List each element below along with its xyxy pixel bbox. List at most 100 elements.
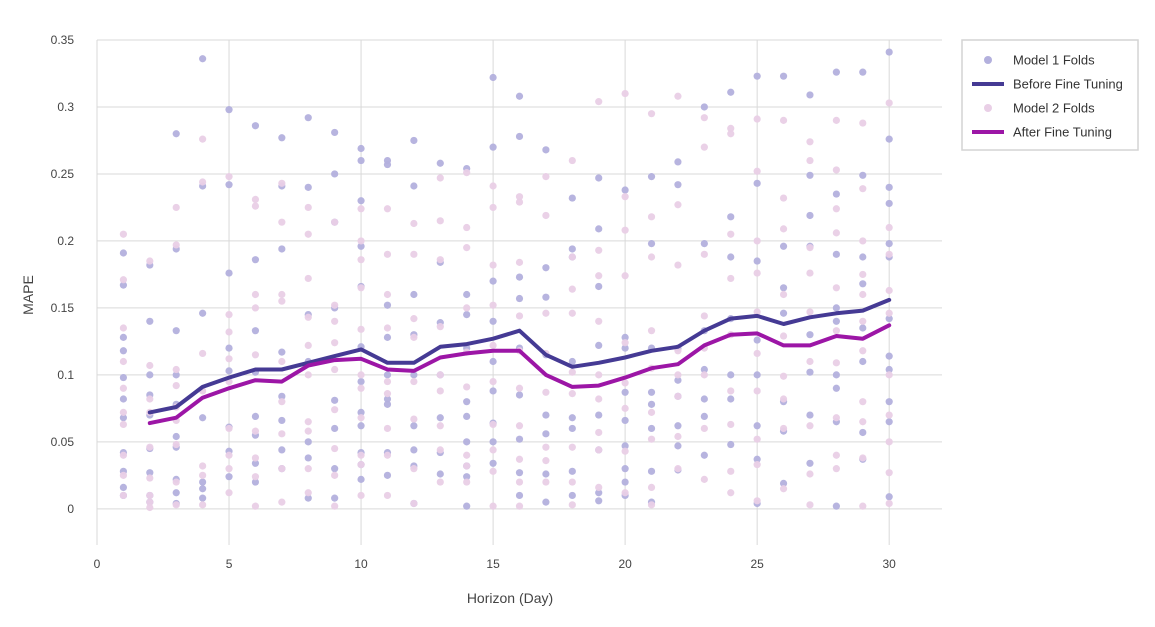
point-model-2-folds bbox=[568, 309, 576, 317]
point-model-1-folds bbox=[832, 190, 840, 198]
legend[interactable]: Model 1 Folds Before Fine Tuning Model 2 F… bbox=[961, 39, 1139, 151]
point-model-2-folds bbox=[806, 269, 814, 277]
point-model-1-folds bbox=[199, 494, 207, 502]
point-model-2-folds bbox=[515, 198, 524, 206]
point-model-2-folds bbox=[885, 250, 893, 258]
point-model-2-folds bbox=[278, 179, 286, 187]
point-model-2-folds bbox=[410, 499, 418, 508]
point-model-1-folds bbox=[515, 435, 524, 443]
point-model-1-folds bbox=[172, 371, 180, 379]
point-model-2-folds bbox=[753, 115, 761, 123]
point-model-2-folds bbox=[700, 250, 708, 258]
point-model-2-folds bbox=[331, 301, 339, 309]
point-model-1-folds bbox=[225, 106, 233, 114]
point-model-1-folds bbox=[806, 171, 814, 179]
point-model-2-folds bbox=[859, 398, 867, 406]
point-model-2-folds bbox=[436, 387, 444, 395]
point-model-2-folds bbox=[885, 371, 893, 379]
point-model-1-folds bbox=[647, 400, 656, 408]
point-model-1-folds bbox=[515, 491, 524, 500]
point-model-2-folds bbox=[674, 201, 682, 209]
point-model-2-folds bbox=[806, 357, 814, 366]
point-model-2-folds bbox=[859, 454, 867, 462]
point-model-2-folds bbox=[146, 361, 154, 370]
point-model-1-folds bbox=[832, 68, 840, 76]
point-model-2-folds bbox=[251, 351, 260, 359]
point-model-1-folds bbox=[172, 327, 180, 335]
point-model-2-folds bbox=[304, 465, 312, 473]
point-model-1-folds bbox=[885, 199, 893, 208]
point-model-2-folds bbox=[779, 116, 788, 124]
point-model-2-folds bbox=[595, 395, 603, 403]
point-model-2-folds bbox=[806, 138, 814, 146]
point-model-2-folds bbox=[859, 347, 867, 355]
point-model-1-folds bbox=[595, 489, 603, 497]
point-model-1-folds bbox=[331, 424, 339, 433]
point-model-1-folds bbox=[779, 479, 788, 487]
point-model-1-folds bbox=[199, 55, 207, 63]
point-model-1-folds bbox=[119, 483, 128, 492]
point-model-2-folds bbox=[859, 418, 867, 426]
line-after-fine-tuning bbox=[147, 323, 892, 426]
point-model-2-folds bbox=[304, 489, 312, 497]
point-model-2-folds bbox=[172, 381, 180, 390]
point-model-2-folds bbox=[542, 457, 550, 465]
point-model-1-folds bbox=[146, 469, 154, 477]
point-model-2-folds bbox=[119, 276, 128, 284]
point-model-1-folds bbox=[251, 412, 260, 421]
point-model-2-folds bbox=[331, 218, 339, 226]
point-model-2-folds bbox=[436, 217, 444, 225]
point-model-2-folds bbox=[357, 256, 365, 264]
point-model-1-folds bbox=[806, 331, 814, 339]
point-model-1-folds bbox=[806, 211, 814, 220]
point-model-2-folds bbox=[621, 272, 629, 280]
point-model-2-folds bbox=[199, 135, 207, 143]
point-model-2-folds bbox=[542, 309, 550, 317]
point-model-1-folds bbox=[410, 422, 418, 430]
point-model-1-folds bbox=[621, 465, 629, 473]
point-model-1-folds bbox=[621, 442, 629, 450]
point-model-2-folds bbox=[542, 388, 550, 396]
point-model-1-folds bbox=[251, 459, 260, 467]
point-model-2-folds bbox=[410, 415, 418, 423]
point-model-1-folds bbox=[806, 91, 814, 99]
point-model-2-folds bbox=[595, 98, 603, 106]
point-model-2-folds bbox=[489, 301, 497, 309]
point-model-1-folds bbox=[515, 132, 524, 141]
point-model-2-folds bbox=[595, 446, 603, 454]
point-model-2-folds bbox=[225, 311, 233, 319]
point-model-2-folds bbox=[647, 327, 656, 335]
point-model-1-folds bbox=[225, 367, 233, 375]
legend-label-after-fine-tuning: After Fine Tuning bbox=[1013, 125, 1112, 140]
point-model-1-folds bbox=[119, 249, 128, 257]
point-model-1-folds bbox=[753, 257, 761, 265]
point-model-1-folds bbox=[859, 324, 867, 332]
point-model-2-folds bbox=[727, 274, 735, 283]
series-lines bbox=[147, 297, 892, 426]
point-model-2-folds bbox=[568, 285, 576, 293]
point-model-1-folds bbox=[859, 68, 867, 76]
point-model-1-folds bbox=[463, 473, 471, 481]
point-model-2-folds bbox=[595, 317, 603, 325]
point-model-2-folds bbox=[595, 246, 603, 254]
point-model-1-folds bbox=[832, 371, 840, 379]
point-model-1-folds bbox=[885, 418, 893, 426]
point-model-1-folds bbox=[542, 146, 550, 154]
point-model-1-folds bbox=[331, 128, 339, 137]
point-model-1-folds bbox=[779, 242, 788, 250]
point-model-2-folds bbox=[225, 489, 233, 497]
point-model-2-folds bbox=[463, 451, 471, 459]
point-model-2-folds bbox=[515, 478, 524, 486]
point-model-2-folds bbox=[251, 454, 260, 462]
x-tick-label: 15 bbox=[486, 557, 500, 571]
point-model-1-folds bbox=[146, 317, 154, 325]
point-model-2-folds bbox=[674, 261, 682, 269]
point-model-1-folds bbox=[568, 491, 576, 500]
point-model-2-folds bbox=[832, 465, 840, 473]
y-tick-label: 0.2 bbox=[57, 234, 74, 248]
point-model-1-folds bbox=[515, 92, 524, 100]
point-model-2-folds bbox=[542, 443, 550, 451]
point-model-2-folds bbox=[568, 156, 576, 165]
point-model-1-folds bbox=[542, 293, 550, 301]
point-model-1-folds bbox=[463, 412, 471, 421]
